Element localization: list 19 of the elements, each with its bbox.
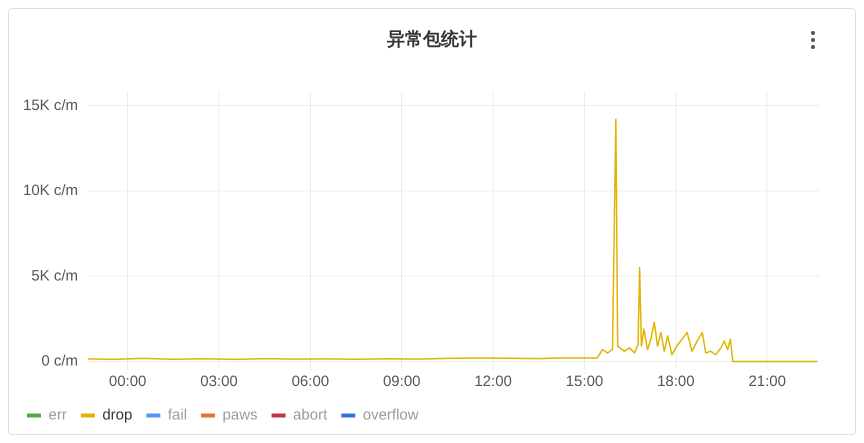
x-tick-label: 03:00 [200,373,238,390]
x-tick-label: 15:00 [566,373,604,390]
y-tick-label: 0 c/m [41,352,78,370]
x-tick-label: 00:00 [108,373,146,390]
x-tick-label: 12:00 [474,373,512,390]
x-tick-label: 18:00 [657,373,695,390]
y-tick-label: 15K c/m [22,96,78,114]
legend-label: err [48,406,67,424]
legend-label: paws [222,406,258,424]
legend-label: fail [168,406,188,424]
legend-label: abort [293,406,328,424]
x-tick-label: 06:00 [292,373,330,390]
y-tick-label: 10K c/m [22,182,78,200]
legend-label: drop [102,406,132,424]
y-tick-label: 5K c/m [31,267,78,284]
x-tick-label: 21:00 [748,373,786,390]
chart-title: 异常包统计 [386,28,478,51]
legend-label: overflow [362,406,419,424]
x-tick-label: 09:00 [382,373,421,390]
